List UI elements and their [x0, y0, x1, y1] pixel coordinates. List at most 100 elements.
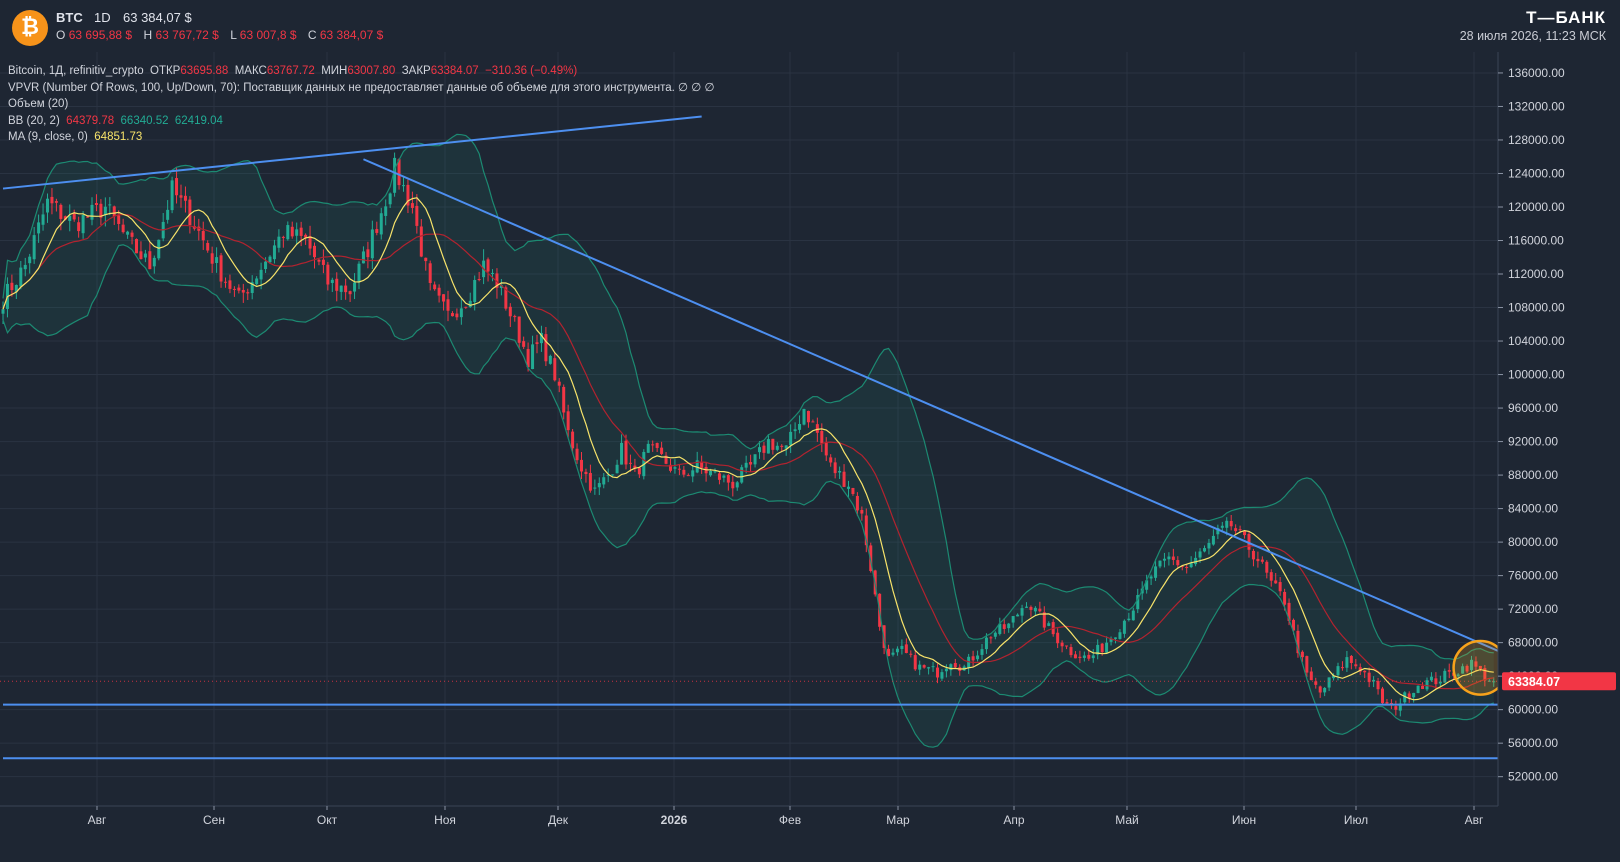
legend-bb-basis: 64379.78 — [66, 114, 115, 127]
candle-body — [1269, 572, 1273, 581]
timeframe[interactable]: 1D — [94, 10, 111, 25]
candle-body — [971, 656, 975, 661]
candle-body — [860, 509, 864, 514]
candle-body — [330, 279, 334, 283]
candle-body — [740, 467, 744, 483]
candle-body — [749, 462, 753, 465]
time-tick-label: Май — [1115, 813, 1139, 827]
legend-bb[interactable]: BB (20, 2) 64379.78 66340.52 62419.04 — [8, 113, 714, 130]
candle-body — [437, 287, 441, 296]
candle-body — [620, 442, 624, 465]
indicator-legend[interactable]: Bitcoin, 1Д, refinitiv_crypto ОТКР63695.… — [8, 63, 714, 146]
candle-body — [1091, 655, 1095, 659]
bollinger-band-fill — [3, 134, 1494, 748]
legend-volume[interactable]: Объем (20) — [8, 98, 69, 110]
candle-body — [611, 474, 615, 476]
candle-body — [50, 196, 54, 204]
candle-body — [206, 242, 210, 251]
candle-body — [700, 462, 704, 468]
candle-body — [784, 445, 788, 449]
price-axis[interactable]: 136000.00 132000.00 128000.00 124000.00 1200… — [1497, 52, 1620, 806]
candle-body — [998, 623, 1002, 634]
candle-body — [321, 259, 325, 265]
legend-ma[interactable]: MA (9, close, 0) 64851.73 — [8, 129, 714, 146]
price-tick-label: 132000.00 — [1508, 99, 1565, 113]
candle-body — [940, 672, 944, 679]
legend-vpvr[interactable]: VPVR (Number Of Rows, 100, Up/Down, 70):… — [8, 81, 715, 94]
candle-body — [953, 663, 957, 668]
candle-body — [557, 381, 561, 386]
candle-body — [477, 279, 481, 281]
candle-body — [1189, 563, 1193, 568]
candle-body — [1096, 644, 1100, 655]
candle-body — [152, 257, 156, 267]
candle-body — [1412, 692, 1416, 698]
candle-body — [713, 471, 717, 473]
candle-body — [1, 309, 5, 314]
candle-body — [1429, 676, 1433, 681]
candle-body — [1438, 681, 1442, 684]
candle-body — [1470, 659, 1473, 671]
candle-body — [1327, 677, 1331, 688]
time-tick-label: Окт — [317, 813, 338, 827]
candle-body — [931, 666, 935, 668]
candle-body — [691, 470, 695, 477]
candle-body — [1336, 666, 1340, 676]
ma9-line — [2, 197, 1494, 701]
candle-body — [406, 184, 410, 206]
candle-body — [393, 157, 397, 193]
time-tick-label: Апр — [1003, 813, 1025, 827]
candle-body — [1211, 535, 1215, 545]
candle-body — [677, 468, 681, 470]
candle-body — [281, 236, 285, 238]
candle-body — [664, 455, 668, 464]
candle-body — [1354, 664, 1358, 667]
candle-body — [927, 667, 931, 669]
symbol-name[interactable]: BTC — [56, 10, 83, 25]
candle-body — [891, 652, 895, 655]
candle-body — [976, 655, 980, 660]
candle-body — [504, 287, 508, 309]
time-axis[interactable]: Авг Сен Окт Ноя Дек 2026 Фев Мар Апр Май Июн Июл Авг — [0, 805, 1498, 827]
trendlines[interactable] — [2, 115, 1588, 760]
legend-low-key: МИН — [321, 65, 348, 77]
candle-body — [833, 462, 837, 474]
candle-body — [628, 462, 632, 464]
candle-body — [379, 213, 383, 235]
candle-body — [655, 443, 659, 448]
candle-body — [277, 236, 281, 248]
candle-body — [63, 216, 67, 220]
candle-body — [1011, 616, 1015, 623]
candle-body — [575, 448, 579, 461]
candle-body — [1265, 561, 1269, 573]
candle-body — [224, 281, 227, 283]
candle-body — [829, 457, 833, 463]
candle-body — [250, 282, 254, 293]
candle-body — [1332, 675, 1336, 679]
candle-body — [682, 469, 686, 475]
candle-body — [201, 231, 205, 241]
candle-body — [526, 349, 530, 368]
candle-body — [1171, 556, 1175, 560]
candle-body — [295, 229, 299, 236]
candle-body — [473, 279, 477, 303]
current-price-badge — [1502, 672, 1616, 691]
price-tick-label: 76000.00 — [1508, 569, 1558, 583]
candle-body — [922, 665, 926, 668]
candle-body — [1042, 612, 1046, 628]
legend-symbol-line[interactable]: Bitcoin, 1Д, refinitiv_crypto ОТКР63695.… — [8, 63, 714, 80]
candle-body — [1047, 623, 1051, 626]
candle-body — [753, 454, 757, 465]
candle-body — [1287, 602, 1291, 621]
candle-body — [1069, 647, 1073, 656]
candle-body — [1122, 620, 1126, 634]
candle-body — [522, 341, 526, 347]
legend-bb-label: BB (20, 2) — [8, 114, 60, 127]
candle-body — [1225, 520, 1229, 528]
candlestick-series — [1, 152, 1496, 717]
candle-body — [1162, 558, 1166, 561]
candle-body — [46, 198, 49, 213]
price-tick-label: 84000.00 — [1508, 502, 1558, 516]
candle-body — [1145, 580, 1149, 590]
